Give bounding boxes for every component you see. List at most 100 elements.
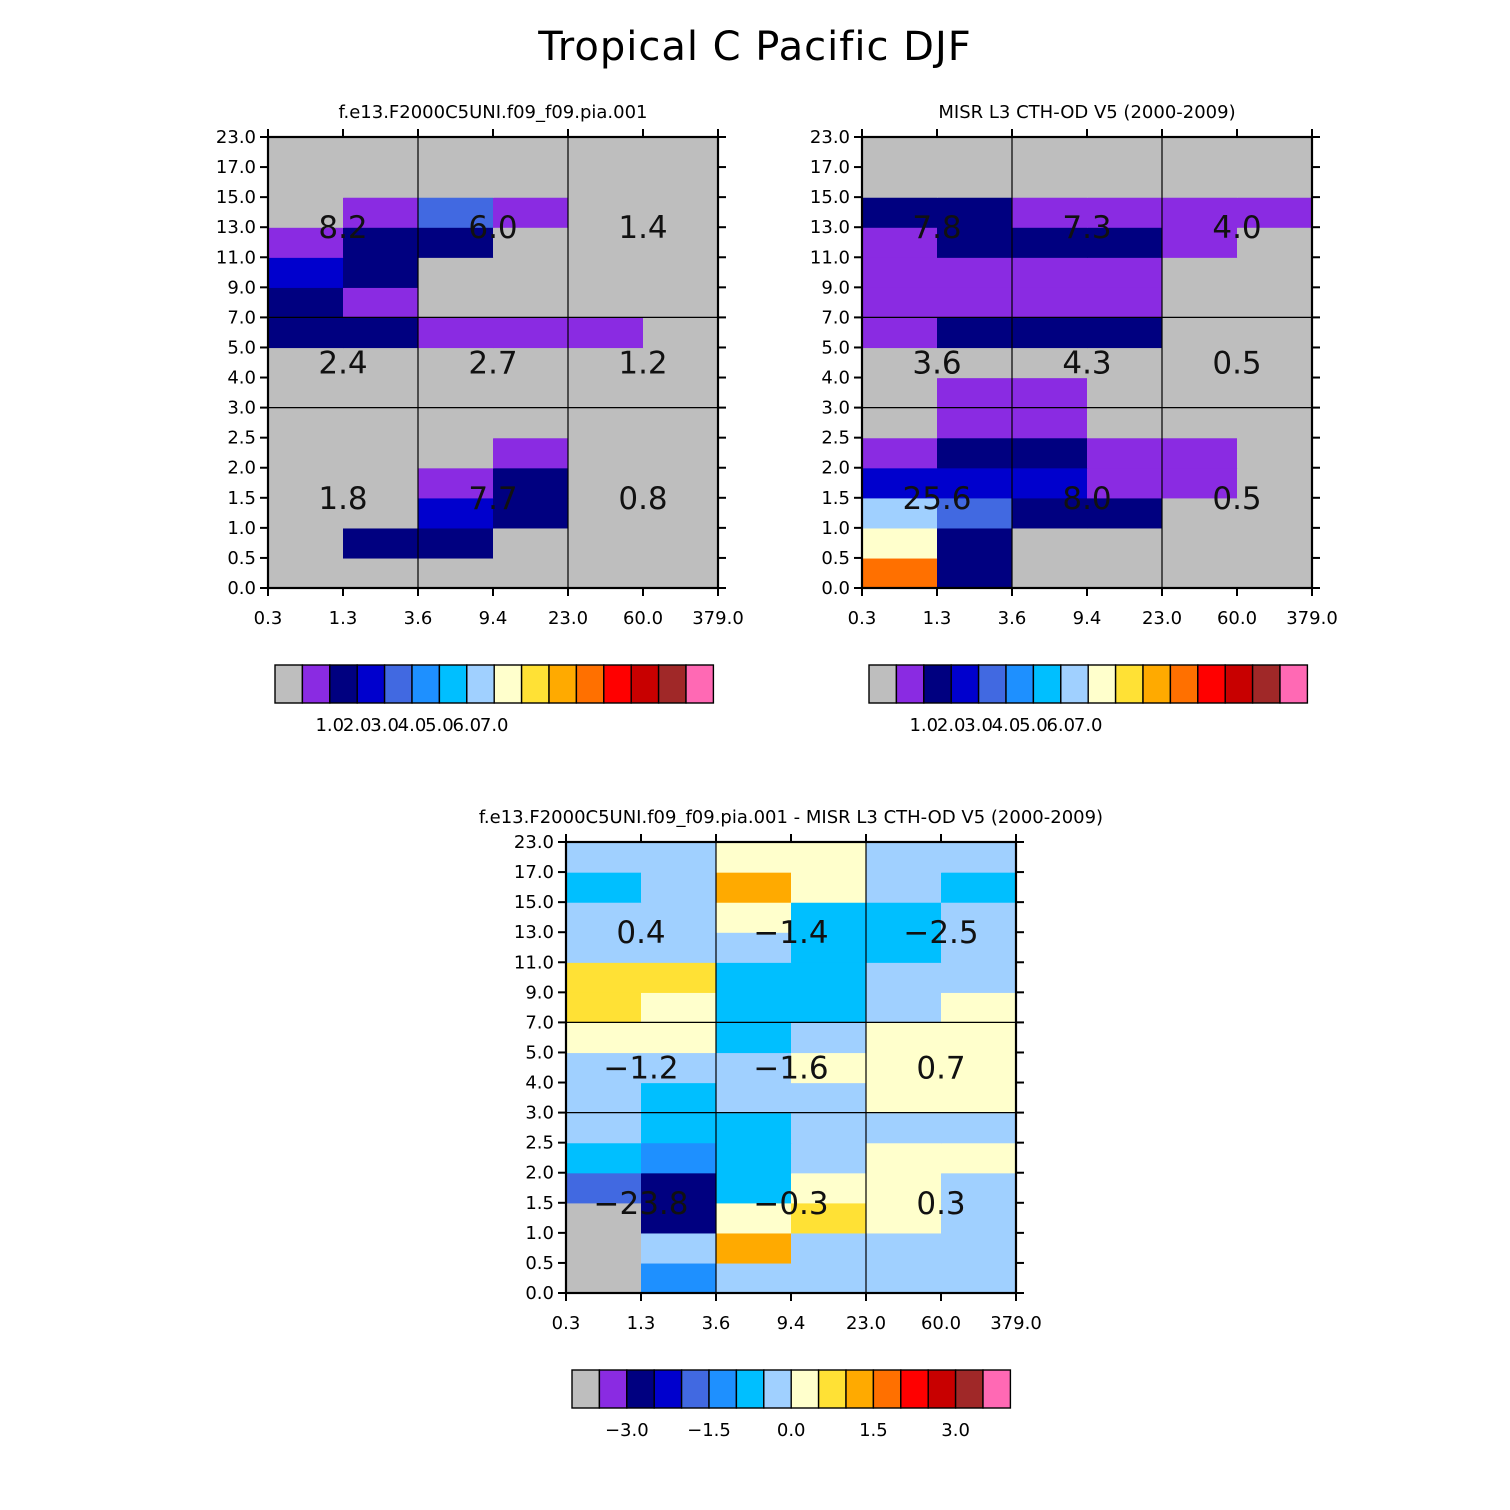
heatmap-cell: [1087, 407, 1163, 439]
heatmap-cell: [941, 1022, 1017, 1054]
y-tick-label: 4.0: [821, 368, 850, 389]
heatmap-cell: [866, 992, 942, 1023]
heatmap-cell: [643, 167, 719, 198]
heatmap-cell: [566, 962, 642, 993]
heatmap-cell: [1237, 167, 1313, 198]
y-tick-label: 3.0: [821, 398, 850, 419]
cell-annotation: 7.8: [912, 210, 961, 246]
y-tick-label: 1.5: [227, 488, 256, 509]
heatmap-cell: [1087, 467, 1163, 499]
y-tick-label: 23.0: [810, 127, 850, 148]
panel-1: f.e13.F2000C5UNI.f09_f09.pia.001 0.0 0.5 1.…: [216, 102, 744, 736]
heatmap-cell: [1087, 167, 1163, 198]
heatmap-cell: [941, 1052, 1017, 1084]
heatmap-cell: [268, 137, 344, 168]
heatmap-cell: [268, 347, 344, 379]
heatmap-cell: [791, 1142, 867, 1174]
x-tick-label: 60.0: [1217, 608, 1257, 629]
heatmap-cell: [862, 257, 938, 288]
heatmap-cell: [568, 407, 644, 439]
heatmap-cell: [866, 1202, 942, 1234]
heatmap-cell: [791, 1112, 867, 1144]
colorbar-box: [1032, 664, 1062, 704]
heatmap-cell: [862, 227, 938, 258]
heatmap-cell: [716, 1172, 792, 1204]
cell-annotation: −2.5: [903, 915, 978, 951]
heatmap-cell: [268, 437, 344, 469]
heatmap-cell: [641, 1202, 717, 1234]
heatmap-cell: [418, 437, 494, 469]
heatmap-cell: [1162, 377, 1238, 409]
heatmap-cell: [568, 557, 644, 589]
heatmap-cell: [641, 1112, 717, 1144]
colorbar-box: [1114, 664, 1144, 704]
heatmap-cell: [937, 467, 1013, 499]
y-tick-label: 9.0: [821, 277, 850, 298]
colorbar-box: [790, 1369, 820, 1409]
y-tick-label: 17.0: [810, 157, 850, 178]
heatmap-cell: [1012, 497, 1088, 529]
heatmap-cell: [1237, 557, 1313, 589]
heatmap-cell: [343, 467, 419, 499]
y-tick-label: 9.0: [227, 277, 256, 298]
heatmap-cell: [343, 317, 419, 349]
heatmap-cell: [866, 1142, 942, 1174]
colorbar-box: [680, 1369, 710, 1409]
heatmap-cell: [791, 1052, 867, 1084]
heatmap-cell: [493, 527, 569, 559]
colorbar-box: [1169, 664, 1199, 704]
heatmap-cell: [568, 287, 644, 318]
colorbar-box: [438, 664, 468, 704]
heatmap-cell: [1237, 527, 1313, 559]
colorbar-label: 7.0: [480, 715, 509, 736]
heatmap-cell: [866, 1052, 942, 1084]
heatmap-cell: [716, 1232, 792, 1264]
heatmap-cell: [937, 257, 1013, 288]
colorbar-label: 1.5: [859, 1420, 888, 1441]
colorbar-label: 4.0: [992, 715, 1021, 736]
heatmap-cell: [268, 287, 344, 318]
heatmap-cell: [937, 317, 1013, 349]
heatmap-cell: [1087, 317, 1163, 349]
heatmap-cell: [268, 197, 344, 228]
heatmap-cell: [937, 197, 1013, 228]
heatmap-cell: [268, 167, 344, 198]
colorbar-box: [763, 1369, 792, 1409]
heatmap-cell: [1087, 137, 1163, 168]
x-tick-label: 9.4: [777, 1313, 806, 1334]
heatmap-cell: [566, 1022, 642, 1054]
y-tick-label: 2.0: [821, 458, 850, 479]
x-tick-label: 379.0: [1286, 608, 1338, 629]
colorbar-label: 2.0: [937, 715, 966, 736]
colorbar-box: [653, 1369, 683, 1409]
y-tick-label: 13.0: [514, 922, 554, 943]
heatmap-cell: [791, 872, 867, 903]
y-tick-label: 2.5: [821, 428, 850, 449]
colorbar-box: [274, 664, 304, 704]
x-tick-label: 60.0: [623, 608, 663, 629]
heatmap-cell: [1012, 257, 1088, 288]
cell-annotation: −1.4: [753, 915, 828, 951]
y-tick-label: 11.0: [810, 247, 850, 268]
heatmap-cell: [641, 872, 717, 903]
heatmap-cell: [716, 1082, 792, 1114]
heatmap-cell: [937, 557, 1013, 589]
heatmap-cell: [791, 1022, 867, 1054]
y-tick-label: 2.0: [525, 1163, 554, 1184]
heatmap-cell: [937, 377, 1013, 409]
y-tick-label: 15.0: [514, 892, 554, 913]
heatmap-cell: [268, 407, 344, 439]
heatmap-cell: [418, 227, 494, 258]
heatmap-cell: [268, 527, 344, 559]
cell-annotation: 1.4: [618, 210, 667, 246]
heatmap-cell: [268, 377, 344, 409]
colorbar-label: 5.0: [1019, 715, 1048, 736]
heatmap-cell: [568, 377, 644, 409]
heatmap-cell: [568, 227, 644, 258]
heatmap-cell: [1162, 137, 1238, 168]
heatmap-cell: [941, 1202, 1017, 1234]
x-tick-label: 1.3: [627, 1313, 656, 1334]
heatmap-cell: [568, 257, 644, 288]
heatmap-cell: [643, 317, 719, 349]
